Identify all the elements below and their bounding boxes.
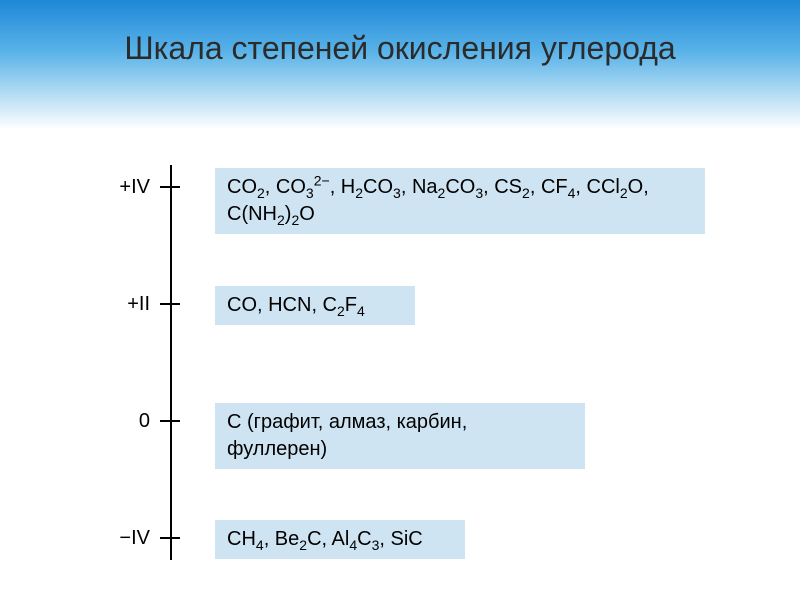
oxidation-state-label: −IV [100,527,150,550]
axis-line [170,165,172,560]
oxidation-scale-diagram: +IV CO2, CO32−, H2CO3, Na2CO3, CS2, CF4, … [0,130,800,600]
header-band: Шкала степеней окисления углерода [0,0,800,130]
compound-box: CO2, CO32−, H2CO3, Na2CO3, CS2, CF4, CCl… [215,168,705,234]
oxidation-state-label: +IV [100,176,150,199]
oxidation-state-label: 0 [100,410,150,433]
compound-box: CO, HCN, C2F4 [215,286,415,325]
compound-box: C (графит, алмаз, карбин, фуллерен) [215,403,585,469]
oxidation-state-label: +II [100,293,150,316]
axis-tick [160,537,180,539]
axis-tick [160,420,180,422]
page-title: Шкала степеней окисления углерода [0,30,800,67]
compound-box: CH4, Be2C, Al4C3, SiC [215,520,465,559]
axis-tick [160,186,180,188]
axis-tick [160,303,180,305]
